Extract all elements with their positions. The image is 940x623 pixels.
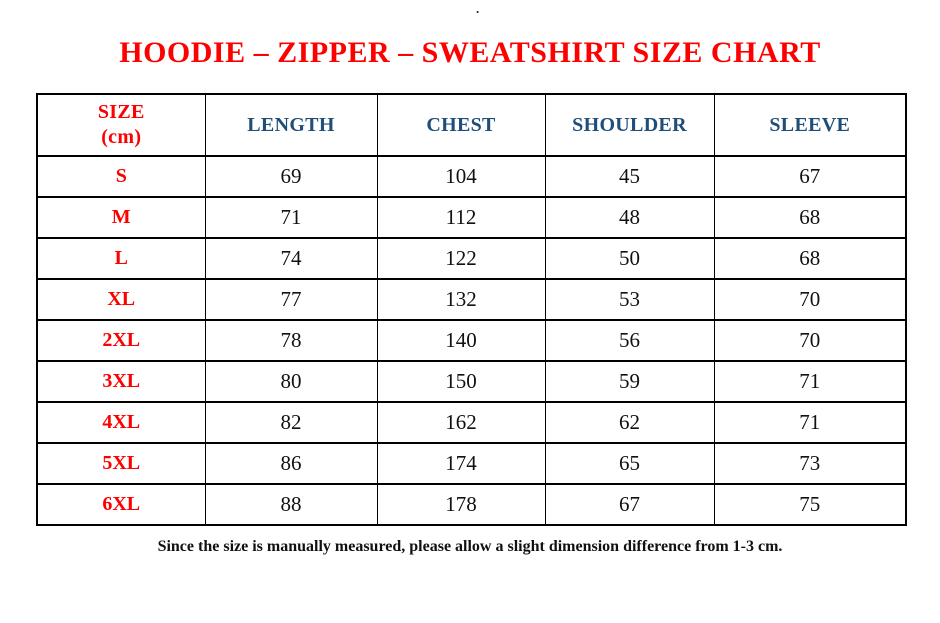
chest-value: 162 bbox=[376, 401, 546, 444]
table-row: 2XL 78 140 56 70 bbox=[36, 319, 907, 362]
column-header-shoulder: SHOULDER bbox=[544, 93, 715, 157]
length-value: 74 bbox=[204, 237, 378, 280]
table-row: L 74 122 50 68 bbox=[36, 237, 907, 280]
chest-value: 112 bbox=[376, 196, 546, 239]
shoulder-value: 59 bbox=[544, 360, 715, 403]
length-value: 80 bbox=[204, 360, 378, 403]
table-row: 3XL 80 150 59 71 bbox=[36, 360, 907, 403]
chest-value: 132 bbox=[376, 278, 546, 321]
table-row: M 71 112 48 68 bbox=[36, 196, 907, 239]
length-value: 78 bbox=[204, 319, 378, 362]
table-row: S 69 104 45 67 bbox=[36, 155, 907, 198]
shoulder-value: 62 bbox=[544, 401, 715, 444]
column-header-length: LENGTH bbox=[204, 93, 378, 157]
size-label: 5XL bbox=[36, 442, 206, 485]
sleeve-value: 68 bbox=[713, 196, 907, 239]
footnote: Since the size is manually measured, ple… bbox=[157, 538, 783, 555]
shoulder-value: 53 bbox=[544, 278, 715, 321]
chest-value: 178 bbox=[376, 483, 546, 526]
stray-dot: . bbox=[476, 1, 480, 16]
table-row: 5XL 86 174 65 73 bbox=[36, 442, 907, 485]
size-label: M bbox=[36, 196, 206, 239]
length-value: 71 bbox=[204, 196, 378, 239]
size-label: 2XL bbox=[36, 319, 206, 362]
length-value: 86 bbox=[204, 442, 378, 485]
table-row: 6XL 88 178 67 75 bbox=[36, 483, 907, 526]
size-label: L bbox=[36, 237, 206, 280]
shoulder-value: 45 bbox=[544, 155, 715, 198]
shoulder-value: 56 bbox=[544, 319, 715, 362]
length-value: 88 bbox=[204, 483, 378, 526]
size-label: S bbox=[36, 155, 206, 198]
table-row: 4XL 82 162 62 71 bbox=[36, 401, 907, 444]
sleeve-value: 67 bbox=[713, 155, 907, 198]
shoulder-value: 48 bbox=[544, 196, 715, 239]
table-row: XL 77 132 53 70 bbox=[36, 278, 907, 321]
length-value: 69 bbox=[204, 155, 378, 198]
shoulder-value: 65 bbox=[544, 442, 715, 485]
sleeve-value: 68 bbox=[713, 237, 907, 280]
sleeve-value: 70 bbox=[713, 319, 907, 362]
size-label: 3XL bbox=[36, 360, 206, 403]
sleeve-value: 71 bbox=[713, 401, 907, 444]
chest-value: 150 bbox=[376, 360, 546, 403]
size-chart-table: SIZE (cm) LENGTH CHEST SHOULDER SLEEVE S… bbox=[36, 93, 907, 526]
chest-value: 140 bbox=[376, 319, 546, 362]
length-value: 82 bbox=[204, 401, 378, 444]
column-header-chest: CHEST bbox=[376, 93, 546, 157]
page-title: HOODIE – ZIPPER – SWEATSHIRT SIZE CHART bbox=[119, 36, 821, 69]
sleeve-value: 75 bbox=[713, 483, 907, 526]
sleeve-value: 71 bbox=[713, 360, 907, 403]
sleeve-value: 70 bbox=[713, 278, 907, 321]
column-header-size: SIZE (cm) bbox=[36, 93, 206, 157]
chest-value: 104 bbox=[376, 155, 546, 198]
sleeve-value: 73 bbox=[713, 442, 907, 485]
column-header-sleeve: SLEEVE bbox=[713, 93, 907, 157]
size-label: XL bbox=[36, 278, 206, 321]
chest-value: 122 bbox=[376, 237, 546, 280]
size-label: 6XL bbox=[36, 483, 206, 526]
size-label: 4XL bbox=[36, 401, 206, 444]
chest-value: 174 bbox=[376, 442, 546, 485]
length-value: 77 bbox=[204, 278, 378, 321]
shoulder-value: 67 bbox=[544, 483, 715, 526]
table-header-row: SIZE (cm) LENGTH CHEST SHOULDER SLEEVE bbox=[36, 93, 907, 157]
size-header-line2: (cm) bbox=[101, 126, 142, 148]
size-header-line1: SIZE bbox=[97, 101, 145, 123]
shoulder-value: 50 bbox=[544, 237, 715, 280]
